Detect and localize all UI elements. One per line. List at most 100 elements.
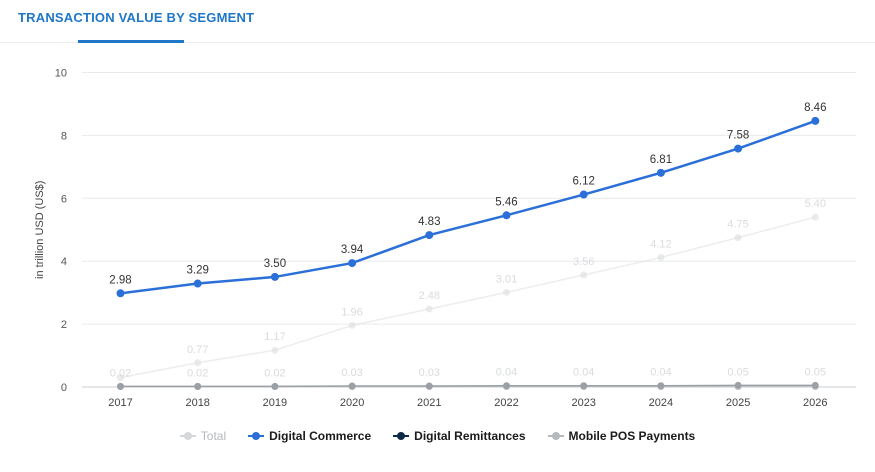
data-label-digital-commerce: 3.94 <box>341 244 364 256</box>
data-point-digital-remittances <box>503 382 510 390</box>
data-label-digital-remittances: 0.04 <box>496 367 517 379</box>
data-label-digital-commerce: 5.46 <box>495 196 517 208</box>
y-axis-title: in trillion USD (US$) <box>34 181 46 279</box>
data-point-digital-remittances <box>117 382 124 390</box>
x-tick-label: 2026 <box>803 397 827 409</box>
y-tick-label: 0 <box>61 382 67 394</box>
data-point-digital-remittances <box>734 381 742 389</box>
data-point-digital-commerce <box>502 211 511 220</box>
data-label-total: 1.96 <box>341 306 362 318</box>
data-labels: 0.77 1.17 1.96 2.48 3.01 3.56 4.12 4.75 5.40 0.02… <box>109 102 826 379</box>
data-point-digital-commerce <box>116 289 125 298</box>
data-point-total <box>117 374 124 382</box>
series-line-digital-commerce <box>120 119 816 295</box>
x-tick-label: 2017 <box>108 397 132 409</box>
data-label-total: 4.75 <box>727 219 748 231</box>
y-axis: 0 2 4 6 8 10 in trillion USD (US$) <box>34 68 67 395</box>
data-label-digital-remittances: 0.03 <box>341 367 362 379</box>
data-label-digital-commerce: 6.12 <box>573 176 595 188</box>
legend-swatch-icon <box>393 430 410 442</box>
data-point-total <box>425 305 433 313</box>
data-point-digital-commerce <box>425 231 434 240</box>
series-layer <box>116 116 820 391</box>
chart-legend: Total Digital Commerce Digital Remittances… <box>0 426 875 446</box>
data-label-digital-commerce: 6.81 <box>650 154 672 166</box>
y-tick-label: 2 <box>61 319 67 331</box>
data-label-digital-commerce: 7.58 <box>727 130 749 142</box>
data-label-total: 3.56 <box>573 256 594 268</box>
x-tick-label: 2020 <box>340 397 364 409</box>
data-point-total <box>348 321 356 329</box>
y-tick-label: 6 <box>61 193 67 205</box>
data-label-digital-remittances: 0.02 <box>187 367 208 379</box>
data-point-digital-remittances <box>271 382 279 390</box>
legend-label: Mobile POS Payments <box>568 429 696 443</box>
chart-title: TRANSACTION VALUE BY SEGMENT <box>18 10 255 25</box>
legend-item-digital-remittances[interactable]: Digital Remittances <box>393 426 526 446</box>
y-tick-label: 8 <box>61 130 67 142</box>
data-point-digital-commerce <box>270 272 279 281</box>
x-tick-label: 2022 <box>494 397 518 409</box>
data-label-total: 5.40 <box>805 198 826 210</box>
data-point-digital-remittances <box>657 382 665 390</box>
data-label-total: 1.17 <box>264 331 285 343</box>
data-label-digital-commerce: 3.50 <box>264 258 286 270</box>
data-label-total: 4.12 <box>650 238 671 250</box>
data-label-digital-commerce: 2.98 <box>109 274 131 286</box>
series-line-total <box>120 216 816 379</box>
legend-swatch-icon <box>179 430 196 442</box>
data-point-digital-commerce <box>579 190 588 199</box>
data-point-total <box>580 271 588 279</box>
data-point-digital-remittances <box>348 382 356 390</box>
data-label-total: 0.77 <box>187 344 208 356</box>
data-label-digital-commerce: 8.46 <box>804 102 826 114</box>
legend-label: Digital Remittances <box>414 429 526 443</box>
legend-item-mobile-pos-payments[interactable]: Mobile POS Payments <box>547 426 696 446</box>
x-tick-label: 2024 <box>649 397 673 409</box>
data-point-digital-commerce <box>734 144 743 153</box>
x-tick-label: 2025 <box>726 397 750 409</box>
data-label-total: 2.48 <box>419 290 440 302</box>
data-label-digital-remittances: 0.05 <box>727 366 748 378</box>
series-line-digital-remittances <box>120 384 816 388</box>
title-underline <box>78 40 184 43</box>
y-tick-label: 4 <box>61 256 67 268</box>
legend-item-total[interactable]: Total <box>179 426 227 446</box>
data-point-total <box>271 346 279 354</box>
legend-label: Total <box>200 429 227 443</box>
legend-label: Digital Commerce <box>269 429 372 443</box>
data-point-total <box>734 234 742 242</box>
data-point-digital-remittances <box>580 382 588 390</box>
data-label-digital-remittances: 0.02 <box>264 367 285 379</box>
x-tick-label: 2019 <box>263 397 287 409</box>
y-tick-label: 10 <box>55 68 67 80</box>
data-point-total <box>657 253 665 261</box>
data-label-digital-remittances: 0.04 <box>573 367 594 379</box>
data-point-digital-commerce <box>193 279 202 288</box>
legend-swatch-icon <box>248 430 265 442</box>
data-point-digital-remittances <box>194 382 202 390</box>
data-label-digital-commerce: 3.29 <box>187 265 209 277</box>
data-point-digital-remittances <box>425 382 433 390</box>
data-label-digital-commerce: 4.83 <box>418 216 440 228</box>
legend-swatch-icon <box>547 430 564 442</box>
x-tick-label: 2021 <box>417 397 441 409</box>
data-label-digital-remittances: 0.05 <box>805 366 826 378</box>
data-point-digital-commerce <box>656 168 665 177</box>
data-point-total <box>811 213 819 221</box>
x-tick-label: 2023 <box>571 397 595 409</box>
legend-item-digital-commerce[interactable]: Digital Commerce <box>248 426 371 446</box>
data-point-digital-commerce <box>811 116 820 125</box>
data-label-digital-remittances: 0.02 <box>110 367 131 379</box>
data-point-digital-remittances <box>811 381 819 389</box>
data-point-total <box>503 288 510 296</box>
data-point-digital-commerce <box>348 259 357 268</box>
data-label-total: 3.01 <box>496 273 517 285</box>
data-label-digital-remittances: 0.03 <box>419 367 440 379</box>
chart-header: TRANSACTION VALUE BY SEGMENT <box>0 0 875 43</box>
x-axis: 2017 2018 2019 2020 2021 2022 2023 2024 2025 2026 <box>108 397 827 409</box>
x-tick-label: 2018 <box>185 397 209 409</box>
data-label-digital-remittances: 0.04 <box>650 367 671 379</box>
data-point-total <box>194 359 202 367</box>
